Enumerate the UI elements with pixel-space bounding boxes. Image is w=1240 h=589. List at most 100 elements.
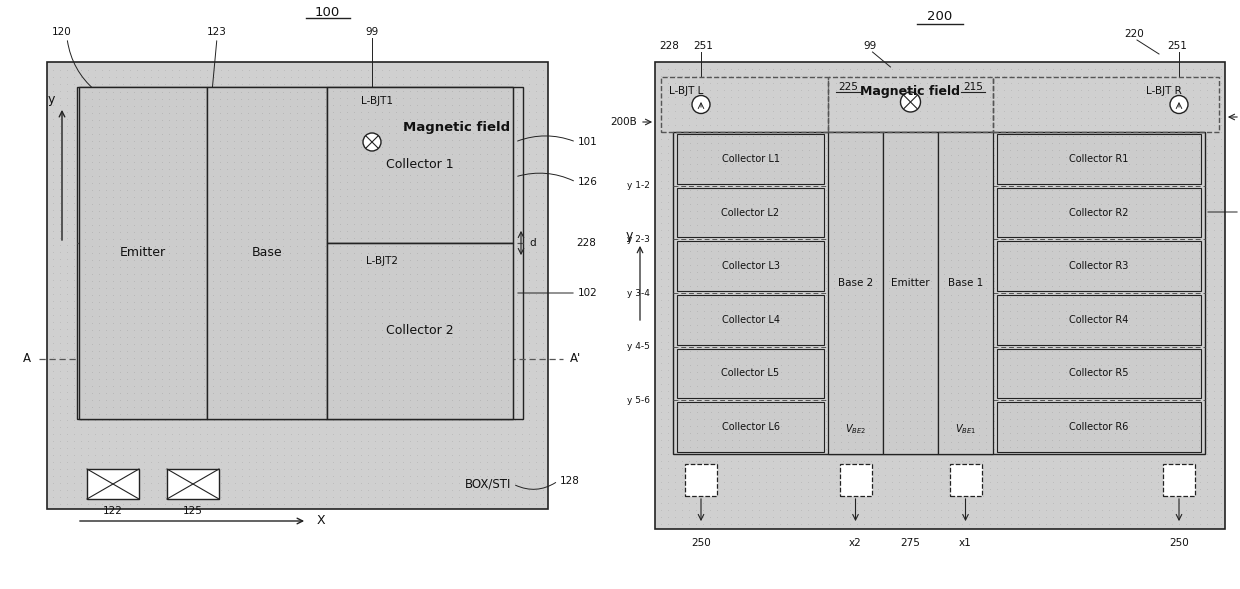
Point	[924, 169, 944, 178]
Point	[777, 131, 797, 141]
Point	[961, 255, 981, 264]
Point	[1168, 393, 1188, 402]
Point	[1070, 274, 1090, 283]
Point	[227, 164, 247, 173]
Point	[1210, 71, 1230, 80]
Point	[449, 135, 469, 144]
Point	[180, 276, 200, 285]
Point	[470, 121, 490, 130]
Point	[455, 121, 475, 130]
Point	[420, 353, 440, 362]
Point	[1137, 220, 1157, 229]
Point	[108, 269, 128, 278]
Point	[92, 337, 112, 347]
Point	[386, 86, 405, 95]
Point	[232, 86, 252, 95]
Point	[1096, 444, 1116, 453]
Point	[760, 339, 780, 348]
Point	[202, 108, 222, 117]
Point	[122, 255, 141, 264]
Point	[211, 79, 231, 88]
Point	[346, 213, 366, 222]
Point	[1049, 239, 1069, 248]
Point	[1075, 136, 1095, 145]
Point	[262, 101, 281, 110]
Point	[117, 367, 136, 376]
Point	[729, 167, 749, 176]
Point	[720, 120, 740, 129]
Point	[686, 148, 706, 157]
Point	[920, 367, 940, 376]
Point	[372, 499, 392, 508]
Point	[441, 374, 461, 383]
Point	[1014, 456, 1034, 465]
Point	[777, 313, 797, 323]
Point	[1043, 232, 1063, 241]
Point	[1106, 365, 1126, 374]
Point	[1187, 437, 1207, 446]
Point	[180, 192, 200, 201]
Point	[166, 150, 186, 159]
Point	[1110, 248, 1130, 257]
Point	[1106, 197, 1126, 206]
Point	[972, 281, 992, 290]
Point	[734, 288, 754, 297]
Point	[315, 185, 335, 194]
Point	[92, 422, 112, 431]
Point	[1131, 325, 1151, 334]
Point	[1060, 199, 1080, 209]
Point	[816, 164, 836, 173]
Point	[745, 374, 765, 383]
Point	[795, 220, 815, 229]
Point	[126, 100, 146, 109]
Point	[983, 199, 1003, 209]
Point	[1176, 204, 1195, 213]
Point	[166, 332, 186, 341]
Point	[343, 65, 363, 74]
Point	[999, 346, 1019, 356]
Point	[135, 234, 155, 243]
Point	[937, 85, 957, 94]
Point	[428, 65, 448, 74]
Point	[818, 505, 838, 514]
Point	[1110, 380, 1130, 390]
Point	[997, 444, 1017, 453]
Point	[262, 206, 281, 215]
Point	[976, 297, 996, 306]
Point	[288, 471, 308, 480]
Point	[699, 218, 719, 227]
Point	[722, 293, 742, 302]
Point	[164, 234, 184, 243]
Point	[343, 457, 363, 466]
Point	[847, 379, 867, 388]
Point	[934, 283, 954, 292]
Point	[797, 505, 817, 514]
Point	[832, 204, 852, 213]
Point	[937, 456, 957, 465]
Point	[839, 365, 859, 374]
Point	[678, 127, 698, 136]
Point	[729, 407, 749, 416]
Point	[238, 247, 258, 256]
Point	[1056, 393, 1076, 402]
Point	[1154, 498, 1174, 507]
Point	[713, 155, 733, 164]
Point	[193, 185, 213, 194]
Point	[238, 332, 258, 341]
Point	[837, 311, 857, 320]
Point	[1168, 400, 1188, 409]
Point	[1110, 416, 1130, 425]
Point	[365, 233, 384, 242]
Point	[1075, 220, 1095, 229]
Point	[241, 325, 260, 334]
Point	[227, 318, 247, 327]
Point	[294, 143, 314, 152]
Point	[150, 241, 170, 250]
Point	[707, 127, 727, 136]
Point	[749, 351, 769, 360]
Point	[458, 87, 477, 96]
Point	[279, 94, 299, 103]
Point	[699, 323, 719, 332]
Point	[983, 409, 1003, 418]
Point	[273, 353, 293, 362]
